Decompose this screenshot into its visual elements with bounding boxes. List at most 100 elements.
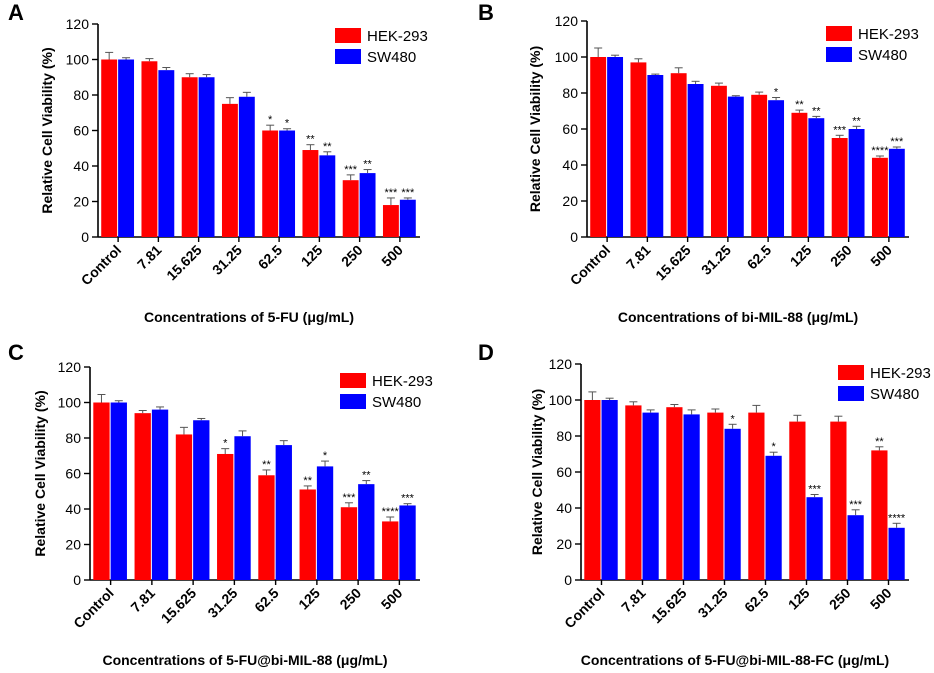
x-tick-label: Control	[561, 585, 608, 632]
legend-swatch	[826, 47, 852, 62]
bar-sw480	[275, 445, 292, 580]
legend-swatch	[340, 373, 366, 388]
significance-marker: ****	[888, 512, 906, 524]
significance-marker: *	[774, 87, 779, 99]
y-tick-label: 40	[65, 501, 81, 517]
chart-panel-d: D 0 20 40 60 80 100 120 Relative Cell Viability …	[478, 340, 931, 668]
y-tick-label: 40	[556, 500, 572, 516]
y-tick-label: 20	[562, 193, 578, 209]
x-tick-label: 500	[378, 585, 406, 613]
significance-marker: **	[303, 475, 312, 487]
bar-sw480	[319, 155, 336, 237]
x-tick-label: 31.25	[204, 585, 240, 621]
significance-marker: *	[323, 450, 328, 462]
legend-label: SW480	[367, 49, 416, 66]
x-tick-label: Control	[78, 242, 125, 289]
bar-sw480	[847, 515, 864, 580]
legend-swatch	[838, 386, 864, 401]
x-tick-label: Control	[567, 242, 614, 289]
bar-sw480	[601, 400, 618, 580]
bar-hek-293	[262, 130, 279, 237]
bar-sw480	[806, 497, 823, 580]
x-tick-label: 250	[336, 585, 364, 613]
bar-hek-293	[751, 94, 768, 237]
x-tick-label: 125	[785, 585, 813, 613]
bar-sw480	[198, 77, 215, 237]
y-tick-label: 80	[562, 85, 578, 101]
significance-marker: ***	[401, 493, 415, 505]
y-tick-label: 120	[549, 356, 573, 372]
bar-hek-293	[299, 489, 316, 580]
bar-hek-293	[382, 205, 399, 237]
bar-hek-293	[382, 521, 399, 580]
bar-sw480	[724, 428, 741, 580]
bar-sw480	[110, 402, 127, 580]
bar-sw480	[808, 118, 825, 237]
bar-hek-293	[342, 180, 359, 237]
x-axis-label: Concentrations of 5-FU (μg/mL)	[144, 309, 354, 325]
bar-hek-293	[871, 157, 888, 237]
bar-hek-293	[791, 112, 808, 237]
x-tick-label: 500	[867, 585, 895, 613]
bar-hek-293	[217, 453, 234, 580]
x-tick-label: 250	[826, 585, 854, 613]
x-tick-label: 7.81	[623, 242, 654, 273]
significance-marker: ***	[343, 492, 357, 504]
significance-marker: ***	[890, 136, 904, 148]
bar-hek-293	[141, 61, 158, 238]
significance-marker: **	[362, 470, 371, 482]
significance-marker: ***	[385, 187, 399, 199]
y-tick-label: 40	[73, 158, 89, 174]
bar-hek-293	[748, 412, 765, 580]
significance-marker: ***	[344, 164, 358, 176]
y-tick-label: 20	[73, 194, 89, 210]
bar-hek-293	[134, 413, 151, 580]
panel-label: C	[8, 340, 24, 365]
bar-sw480	[193, 420, 210, 580]
bar-sw480	[888, 527, 905, 580]
x-tick-label: 500	[867, 242, 895, 270]
legend-swatch	[335, 49, 361, 64]
bar-sw480	[279, 130, 296, 237]
legend-label: HEK-293	[858, 26, 919, 43]
significance-marker: **	[323, 141, 332, 153]
bar-hek-293	[831, 138, 848, 237]
bar-sw480	[358, 484, 375, 580]
bar-sw480	[238, 96, 255, 238]
y-tick-label: 60	[73, 123, 89, 139]
y-tick-label: 80	[65, 430, 81, 446]
x-axis-label: Concentrations of 5-FU@bi-MIL-88-FC (μg/…	[581, 652, 889, 668]
bar-hek-293	[707, 412, 724, 580]
bar-hek-293	[101, 59, 118, 237]
bar-sw480	[118, 59, 135, 237]
x-tick-label: 7.81	[618, 585, 649, 616]
x-tick-label: 125	[298, 242, 326, 270]
significance-marker: ****	[382, 506, 400, 518]
bar-hek-293	[666, 407, 683, 580]
bar-sw480	[158, 70, 175, 238]
bar-sw480	[399, 199, 416, 237]
bar-sw480	[888, 148, 905, 237]
bar-sw480	[848, 129, 865, 237]
legend-label: SW480	[870, 386, 919, 403]
y-tick-label: 40	[562, 157, 578, 173]
panel-label: D	[478, 340, 494, 365]
panel-label: A	[8, 0, 24, 25]
significance-marker: *	[771, 441, 776, 453]
legend-swatch	[340, 394, 366, 409]
significance-marker: ***	[833, 124, 847, 136]
bar-sw480	[607, 57, 624, 237]
legend-swatch	[826, 26, 852, 41]
bar-sw480	[151, 409, 169, 580]
bar-hek-293	[590, 57, 607, 237]
legend-label: HEK-293	[870, 365, 931, 382]
bar-sw480	[647, 75, 664, 237]
x-tick-label: 125	[295, 585, 323, 613]
bar-hek-293	[93, 402, 110, 580]
significance-marker: ***	[849, 499, 863, 511]
legend-label: HEK-293	[372, 373, 433, 390]
y-axis-label: Relative Cell Viability (%)	[527, 46, 543, 212]
x-tick-label: 62.5	[741, 585, 772, 616]
y-tick-label: 60	[562, 121, 578, 137]
significance-marker: **	[795, 99, 804, 111]
